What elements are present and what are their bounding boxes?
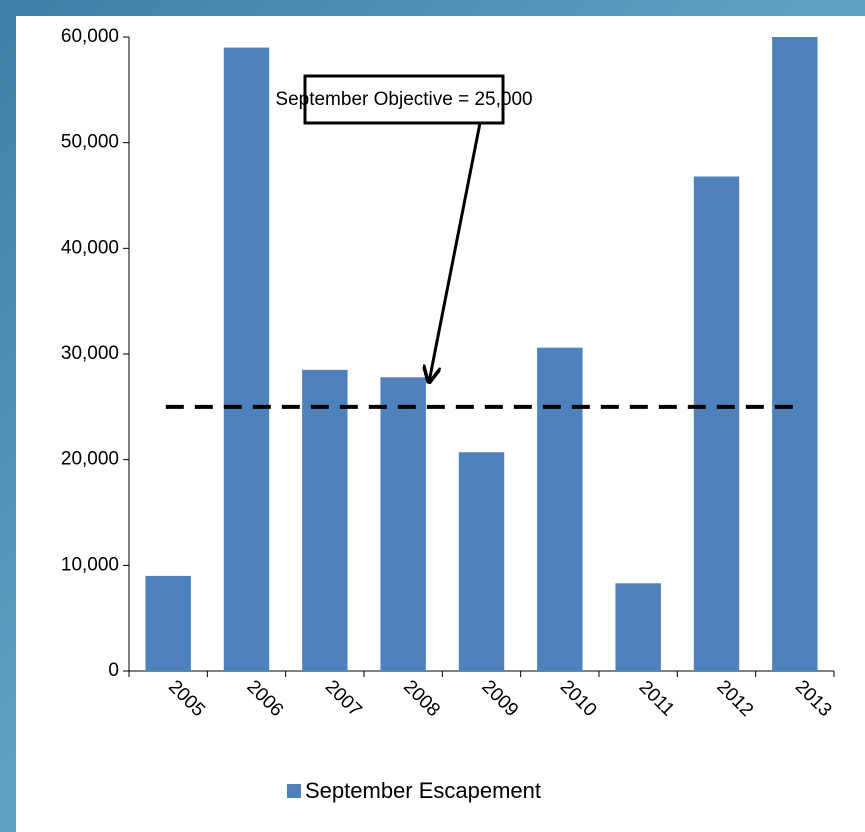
bar xyxy=(145,576,190,671)
bar xyxy=(615,583,660,671)
chart: 010,00020,00030,00040,00050,00060,000200… xyxy=(0,0,865,832)
legend-label: September Escapement xyxy=(305,778,541,803)
bar xyxy=(459,452,504,671)
annotation-text: September Objective = 25,000 xyxy=(275,89,532,110)
bar xyxy=(302,370,347,671)
legend-swatch xyxy=(287,784,301,798)
y-tick-label: 40,000 xyxy=(61,237,119,258)
y-tick-label: 10,000 xyxy=(61,554,119,575)
bar xyxy=(224,48,269,671)
y-tick-label: 50,000 xyxy=(61,132,119,153)
y-tick-label: 60,000 xyxy=(61,26,119,47)
bar xyxy=(537,348,582,671)
bar xyxy=(772,37,817,671)
y-tick-label: 0 xyxy=(108,660,119,681)
y-tick-label: 20,000 xyxy=(61,449,119,470)
bar xyxy=(694,176,739,671)
page: 010,00020,00030,00040,00050,00060,000200… xyxy=(0,0,865,832)
bar xyxy=(380,377,425,671)
y-tick-label: 30,000 xyxy=(61,343,119,364)
